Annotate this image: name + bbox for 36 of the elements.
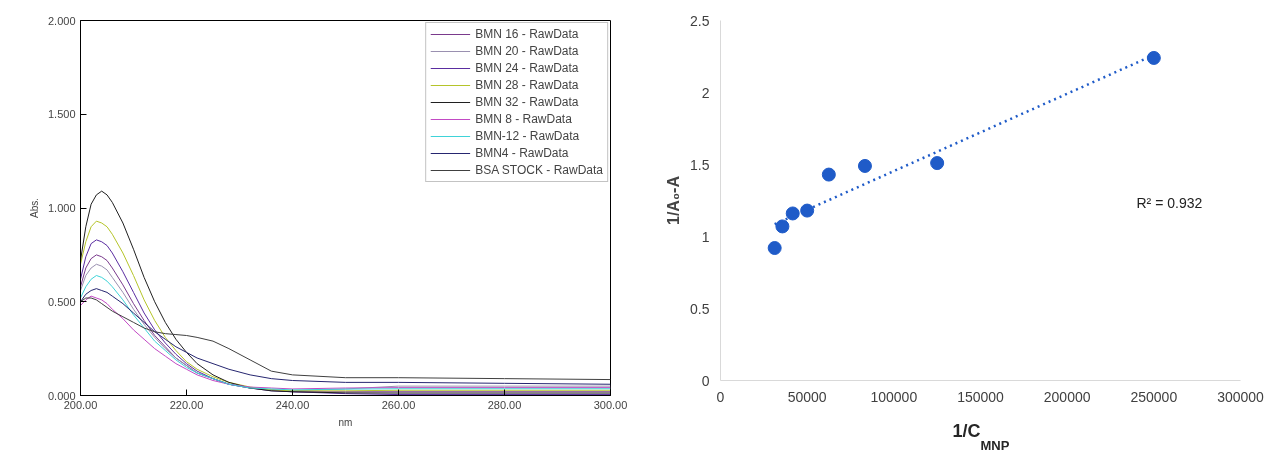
y-tick-label: 0 (701, 372, 710, 389)
annotation: R² = 0.932 (1136, 195, 1203, 212)
y-axis-title: 1/A₀-A (665, 175, 683, 225)
x-tick-label: 280.00 (487, 398, 522, 411)
x-tick-label: 250000 (1130, 388, 1178, 405)
y-tick-label: 2.000 (47, 14, 76, 27)
x-tick-label: 300000 (1217, 388, 1265, 405)
x-axis-title: nm (338, 416, 353, 428)
y-tick-label: 1 (701, 228, 710, 245)
y-tick-label: 2.5 (690, 12, 710, 29)
y-tick-label: 1.000 (47, 202, 76, 214)
x-tick-label: 240.00 (275, 398, 310, 411)
y-tick-label: 2 (701, 84, 710, 101)
legend-label: BMN 24 - RawData (475, 61, 579, 75)
x-tick-label: 300.00 (593, 398, 628, 411)
legend-label: BMN 16 - RawData (475, 27, 579, 41)
x-tick-label: 100000 (870, 388, 918, 405)
y-axis-title: Abs. (28, 197, 40, 218)
legend-label: BMN 8 - RawData (475, 112, 572, 126)
legend-label: BMN 28 - RawData (475, 78, 579, 92)
x-tick-label: 220.00 (169, 398, 204, 411)
y-tick-label: 1.5 (690, 156, 710, 173)
y-tick-label: 1.500 (47, 108, 76, 121)
x-tick-label: 0 (716, 388, 725, 405)
x-tick-label: 150000 (957, 388, 1005, 405)
x-tick-label: 50000 (787, 388, 827, 405)
legend-label: BMN 32 - RawData (475, 95, 579, 109)
y-tick-label: 0.5 (690, 300, 710, 317)
legend-label: BMN-12 - RawData (475, 129, 580, 143)
legend-label: BMN4 - RawData (475, 146, 569, 160)
y-tick-label: 0.500 (47, 295, 76, 308)
legend-label: BSA STOCK - RawData (475, 163, 603, 177)
x-tick-label: 260.00 (381, 398, 416, 411)
x-axis-title: 1/CMNP (952, 420, 1010, 453)
x-tick-label: 200000 (1043, 388, 1091, 405)
legend-label: BMN 20 - RawData (475, 44, 579, 58)
